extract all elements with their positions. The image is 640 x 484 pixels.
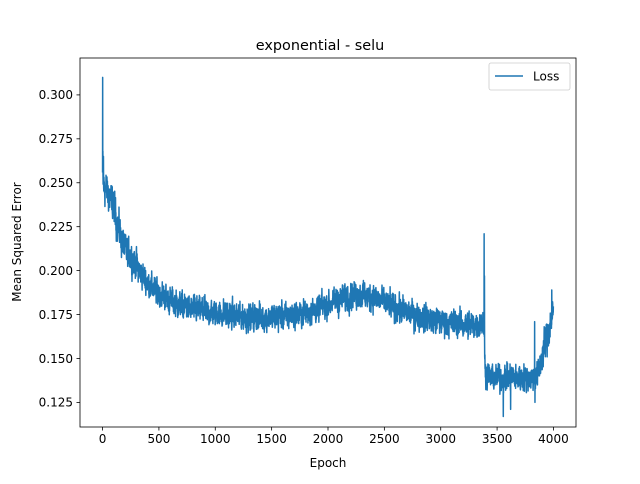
plot-content <box>101 76 555 418</box>
y-tick-label: 0.175 <box>39 308 73 322</box>
x-tick-label: 1000 <box>200 432 231 446</box>
x-tick-label: 3000 <box>425 432 456 446</box>
legend: Loss <box>488 62 571 91</box>
legend-box <box>488 62 571 91</box>
x-tick-label: 500 <box>147 432 170 446</box>
legend-label-loss: Loss <box>533 70 559 84</box>
x-tick-label: 4000 <box>538 432 569 446</box>
x-tick-label: 2500 <box>369 432 400 446</box>
x-axis-label: Epoch <box>310 456 347 470</box>
y-tick-label: 0.250 <box>39 176 73 190</box>
x-tick-label: 1500 <box>256 432 287 446</box>
x-axis-ticks: 0 500 1000 1500 2000 2500 3000 3500 4000 <box>99 427 569 446</box>
y-tick-label: 0.225 <box>39 220 73 234</box>
x-tick-label: 0 <box>99 432 107 446</box>
loss-series-line <box>101 76 555 418</box>
y-tick-label: 0.150 <box>39 352 73 366</box>
y-tick-label: 0.200 <box>39 264 73 278</box>
x-tick-label: 2000 <box>313 432 344 446</box>
x-tick-label: 3500 <box>482 432 513 446</box>
y-tick-label: 0.300 <box>39 88 73 102</box>
y-axis-ticks: 0.125 0.150 0.175 0.200 0.225 0.250 0.275 0.300 <box>39 88 80 410</box>
chart-title: exponential - selu <box>256 38 384 54</box>
y-tick-label: 0.125 <box>39 396 73 410</box>
y-axis-label: Mean Squared Error <box>10 182 24 302</box>
y-tick-label: 0.275 <box>39 132 73 146</box>
